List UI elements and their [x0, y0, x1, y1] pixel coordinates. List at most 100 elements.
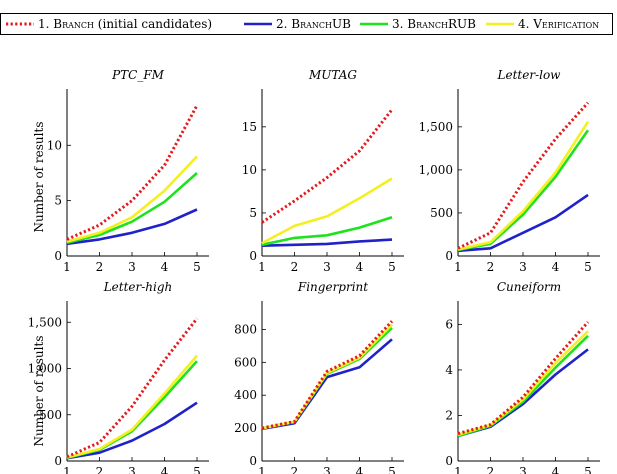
x-tick-label: 1 — [454, 465, 462, 474]
series-line-verification — [457, 330, 589, 437]
x-tick-label: 5 — [584, 260, 592, 274]
y-tick-label: 600 — [234, 355, 257, 369]
legend-item-3: 3. BranchRUB — [360, 17, 476, 31]
series-line-branch — [66, 317, 199, 459]
x-tick-label: 5 — [388, 260, 396, 274]
y-tick-label: 5 — [249, 206, 257, 220]
panel-title: PTC_FM — [111, 68, 165, 82]
x-tick-label: 3 — [323, 260, 331, 274]
series-line-verification — [261, 177, 393, 245]
x-tick-label: 4 — [356, 260, 364, 274]
y-tick-label: 500 — [39, 408, 62, 422]
y-tick-label: 15 — [242, 120, 257, 134]
x-tick-label: 3 — [519, 260, 527, 274]
panel-mutag: MUTAG 0 5 10 15 1 2 3 4 5 — [242, 68, 404, 274]
panel-title: MUTAG — [308, 68, 357, 82]
legend-item-4: 4. Verification — [486, 17, 599, 31]
y-tick-label: 2 — [445, 408, 453, 422]
series-line-branchub — [457, 193, 589, 253]
legend-label-3: 3. BranchRUB — [392, 17, 476, 31]
x-tick-label: 2 — [96, 260, 104, 274]
panel-cuneiform: Cuneiform 0 2 4 6 1 2 3 4 5 — [445, 280, 600, 474]
x-tick-label: 4 — [356, 465, 364, 474]
y-tick-label: 1,500 — [419, 120, 453, 134]
series-line-branch — [261, 108, 394, 224]
y-tick-label: 6 — [445, 317, 453, 331]
y-tick-label: 1,500 — [28, 315, 62, 329]
y-axis-label-top: Number of results — [32, 122, 46, 233]
panel-title: Letter-low — [497, 68, 562, 82]
panel-ptc-fm: PTC_FM 0 5 10 1 2 3 4 5 — [47, 68, 209, 274]
x-tick-label: 4 — [552, 465, 560, 474]
x-tick-label: 1 — [63, 465, 71, 474]
y-tick-label: 400 — [234, 388, 257, 402]
x-tick-label: 5 — [388, 465, 396, 474]
y-tick-label: 800 — [234, 322, 257, 336]
x-tick-label: 2 — [487, 260, 495, 274]
y-tick-label: 4 — [445, 363, 453, 377]
x-tick-label: 2 — [487, 465, 495, 474]
y-tick-label: 0 — [445, 454, 453, 468]
series-line-branchub — [261, 338, 393, 431]
panel-fingerprint: Fingerprint 0 200 400 600 800 1 2 3 4 5 — [234, 280, 404, 474]
y-tick-label: 1,000 — [419, 163, 453, 177]
x-tick-label: 5 — [193, 260, 201, 274]
series-line-branchrub — [66, 172, 198, 244]
legend-item-1: 1. Branch (initial candidates) — [6, 17, 212, 31]
y-tick-label: 0 — [249, 454, 257, 468]
x-tick-label: 1 — [454, 260, 462, 274]
series-line-verification — [261, 323, 393, 430]
x-tick-label: 1 — [258, 260, 266, 274]
panel-letter-low: Letter-low 0 500 1,000 1,500 1 2 3 4 5 — [419, 68, 600, 274]
x-tick-label: 5 — [193, 465, 201, 474]
legend-label-1: 1. Branch (initial candidates) — [38, 17, 212, 31]
series-line-branch — [457, 101, 590, 250]
x-tick-label: 4 — [161, 260, 169, 274]
x-tick-label: 1 — [258, 465, 266, 474]
y-tick-label: 0 — [54, 249, 62, 263]
x-tick-label: 4 — [161, 465, 169, 474]
x-tick-label: 4 — [552, 260, 560, 274]
series-line-verification — [457, 120, 590, 251]
x-tick-label: 2 — [291, 465, 299, 474]
y-tick-label: 0 — [249, 249, 257, 263]
panel-title: Cuneiform — [497, 280, 561, 294]
y-tick-label: 200 — [234, 421, 257, 435]
x-tick-label: 3 — [128, 465, 136, 474]
panel-title: Fingerprint — [297, 280, 368, 294]
y-tick-label: 10 — [47, 138, 62, 152]
series-line-branchrub — [66, 360, 198, 460]
y-tick-label: 5 — [54, 194, 62, 208]
series-line-branch — [66, 104, 199, 241]
legend-label-4: 4. Verification — [518, 17, 599, 31]
x-tick-label: 3 — [128, 260, 136, 274]
legend-item-2: 2. BranchUB — [244, 17, 351, 31]
series-line-branch — [261, 320, 394, 430]
legend-frame — [0, 13, 613, 35]
series-line-branchub — [66, 401, 198, 460]
x-tick-label: 5 — [584, 465, 592, 474]
x-tick-label: 2 — [96, 465, 104, 474]
x-tick-label: 3 — [323, 465, 331, 474]
panel-letter-high: Letter-high 0 500 1,000 1,500 1 2 3 4 5 — [28, 280, 209, 474]
series-line-verification — [66, 155, 198, 243]
series-line-branchub — [66, 208, 198, 246]
x-tick-label: 2 — [291, 260, 299, 274]
x-tick-label: 1 — [63, 260, 71, 274]
legend-label-2: 2. BranchUB — [276, 17, 351, 31]
y-tick-label: 1,000 — [28, 362, 62, 376]
series-line-branchub — [261, 238, 393, 247]
series-line-branchrub — [261, 216, 393, 247]
panel-title: Letter-high — [103, 280, 173, 294]
y-tick-label: 10 — [242, 163, 257, 177]
y-tick-label: 0 — [54, 454, 62, 468]
y-tick-label: 0 — [445, 249, 453, 263]
series-line-verification — [66, 354, 198, 459]
x-tick-label: 3 — [519, 465, 527, 474]
y-axis-label-bottom: Number of results — [32, 336, 46, 447]
legend: 1. Branch (initial candidates) 2. BranchU… — [0, 13, 613, 35]
series-line-branch — [457, 321, 590, 436]
series-line-branchub — [457, 348, 589, 438]
y-tick-label: 500 — [430, 206, 453, 220]
